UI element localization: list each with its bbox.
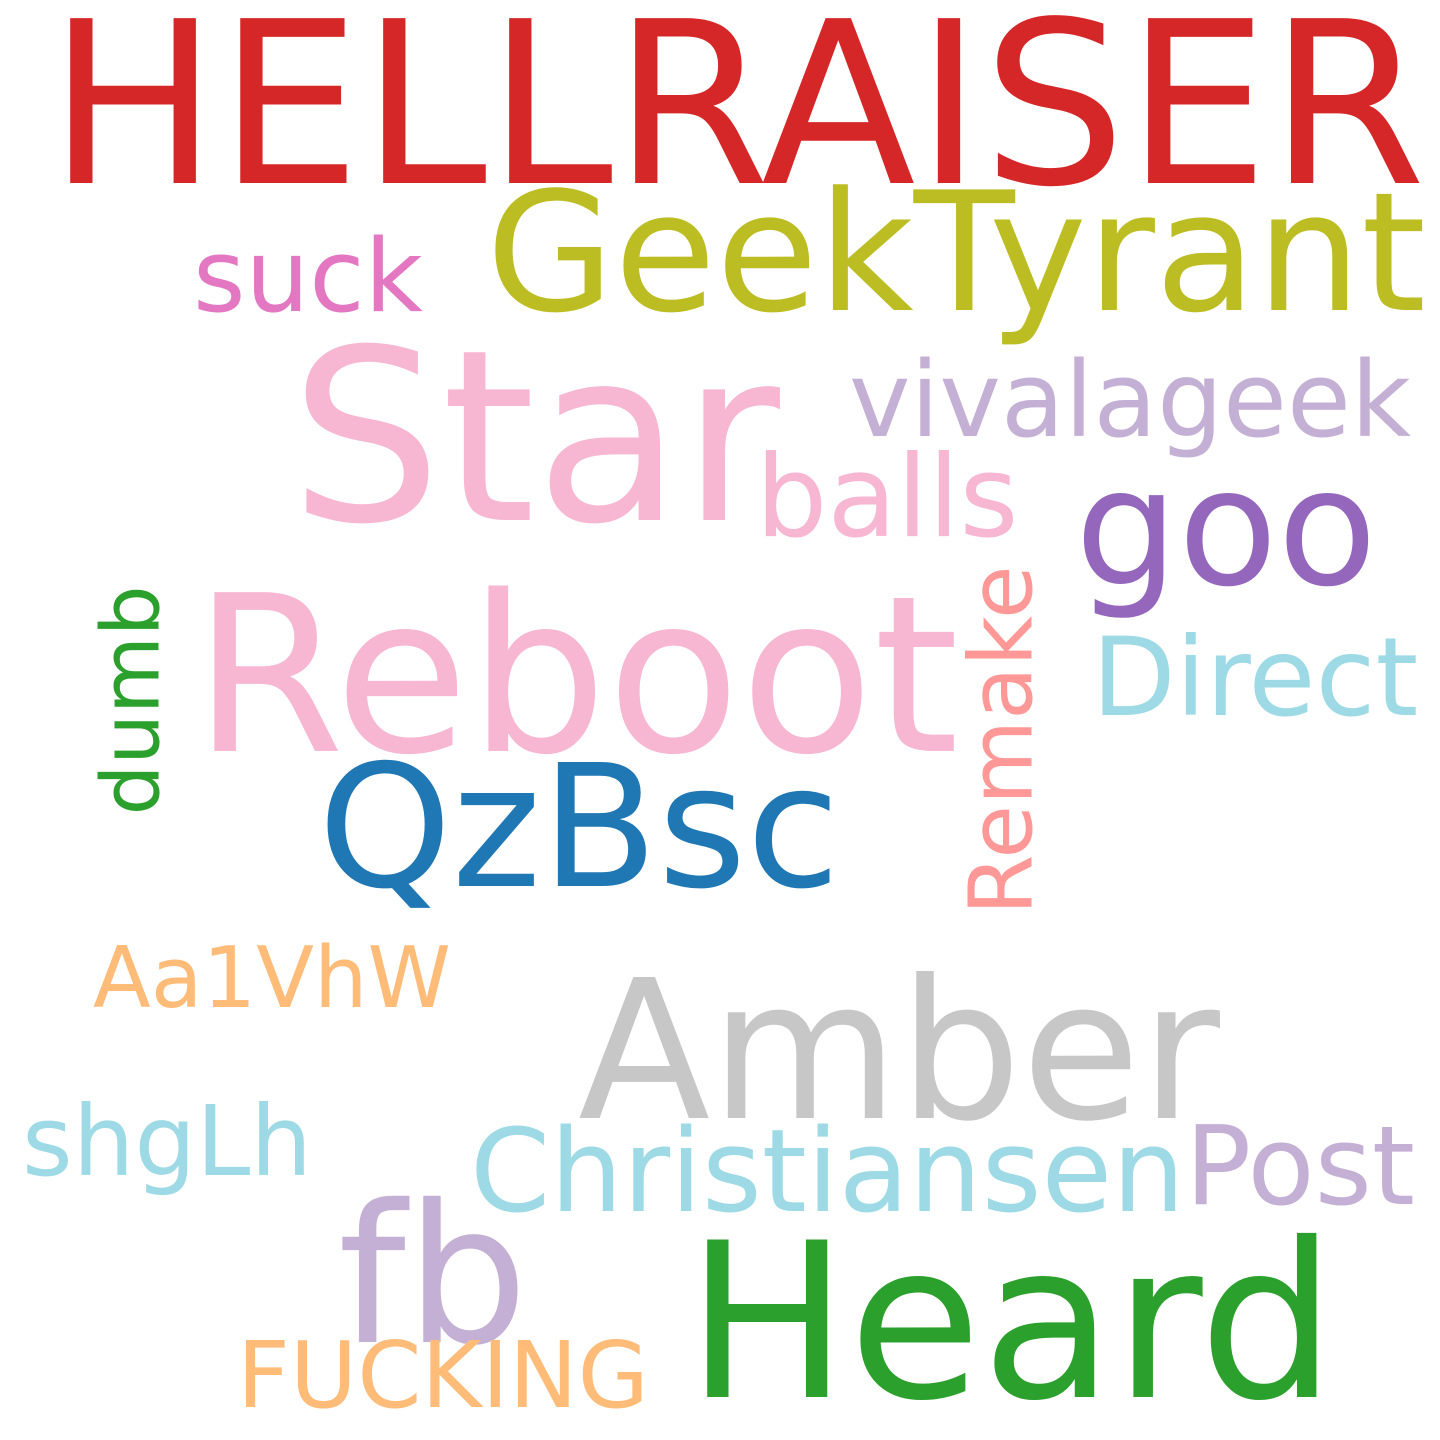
- word-shglh: shgLh: [22, 1084, 312, 1198]
- word-remake: Remake: [950, 564, 1053, 915]
- word-hellraiser: HELLRAISER: [48, 0, 1426, 238]
- word-vivalageek: vivalageek: [849, 340, 1412, 462]
- word-post: Post: [1185, 1102, 1415, 1231]
- word-star: Star: [290, 299, 780, 578]
- word-direct: Direct: [1091, 614, 1419, 742]
- word-goo: goo: [1075, 434, 1377, 623]
- word-aa1vhw: Aa1VhW: [93, 928, 451, 1027]
- word-suck: suck: [193, 218, 423, 336]
- word-balls: balls: [755, 431, 1019, 563]
- word-christiansen: Christiansen: [470, 1104, 1185, 1239]
- word-amber: Amber: [578, 938, 1220, 1165]
- word-fb: fb: [338, 1163, 528, 1388]
- word-dumb: dumb: [84, 585, 178, 815]
- word-geektyrant: GeekTyrant: [486, 157, 1427, 351]
- word-reboot: Reboot: [193, 550, 959, 804]
- word-heard: Heard: [686, 1196, 1336, 1440]
- word-fucking: FUCKING: [237, 1322, 649, 1430]
- word-qzbsc: QzBsc: [318, 729, 840, 928]
